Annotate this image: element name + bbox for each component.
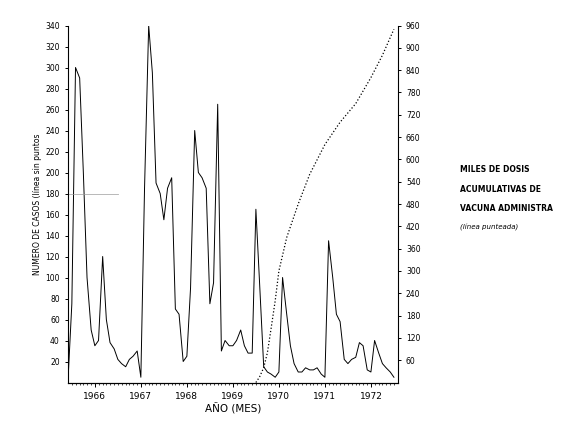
Y-axis label: NUMERO DE CASOS (línea sin puntos: NUMERO DE CASOS (línea sin puntos: [34, 133, 43, 275]
Text: ACUMULATIVAS DE: ACUMULATIVAS DE: [460, 184, 541, 194]
Text: MILES DE DOSIS: MILES DE DOSIS: [460, 165, 529, 175]
X-axis label: AÑO (MES): AÑO (MES): [204, 403, 261, 415]
Text: VACUNA ADMINISTRA: VACUNA ADMINISTRA: [460, 204, 553, 213]
Text: (línea punteada): (línea punteada): [460, 224, 519, 231]
